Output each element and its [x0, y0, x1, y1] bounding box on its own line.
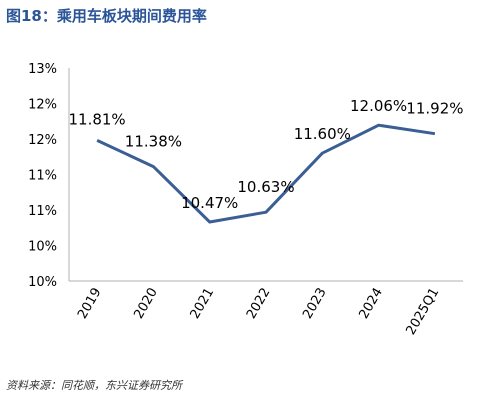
y-tick-label: 12% [28, 133, 57, 148]
x-tick-label: 2022 [244, 286, 274, 322]
x-tick-label: 2023 [300, 286, 330, 322]
y-tick-label: 13% [28, 62, 57, 77]
data-label: 11.81% [68, 110, 125, 128]
data-labels: 11.81%11.38% 10.47%10.63% 11.60% 12.06% 11.9… [68, 97, 463, 212]
y-tick-label: 12% [28, 98, 57, 113]
data-label: 12.06% [350, 97, 407, 115]
x-tick-label: 2019 [75, 286, 105, 322]
y-tick-label: 10% [28, 240, 57, 255]
x-axis-ticks: 2019 2020 2021 2022 2023 2024 2025Q1 [75, 286, 442, 338]
y-tick-label: 11% [28, 204, 57, 219]
chart-title: 图18：乘用车板块期间费用率 [6, 7, 207, 25]
data-label: 10.47% [181, 194, 238, 212]
x-tick-label: 2021 [188, 286, 218, 322]
data-label: 11.38% [125, 133, 182, 151]
source-note: 资料来源：同花顺，东兴证券研究所 [6, 379, 182, 392]
x-tick-label: 2024 [356, 286, 386, 322]
data-label: 11.60% [294, 125, 351, 143]
series-line [96, 123, 436, 224]
x-tick-label: 2025Q1 [404, 286, 443, 338]
y-tick-label: 10% [28, 275, 57, 290]
y-axis-ticks: 10% 10% 11% 11% 12% 12% 13% [28, 62, 57, 290]
data-label: 11.92% [406, 100, 463, 118]
x-tick-label: 2020 [131, 286, 161, 322]
data-label: 10.63% [237, 178, 294, 196]
y-tick-label: 11% [28, 169, 57, 184]
